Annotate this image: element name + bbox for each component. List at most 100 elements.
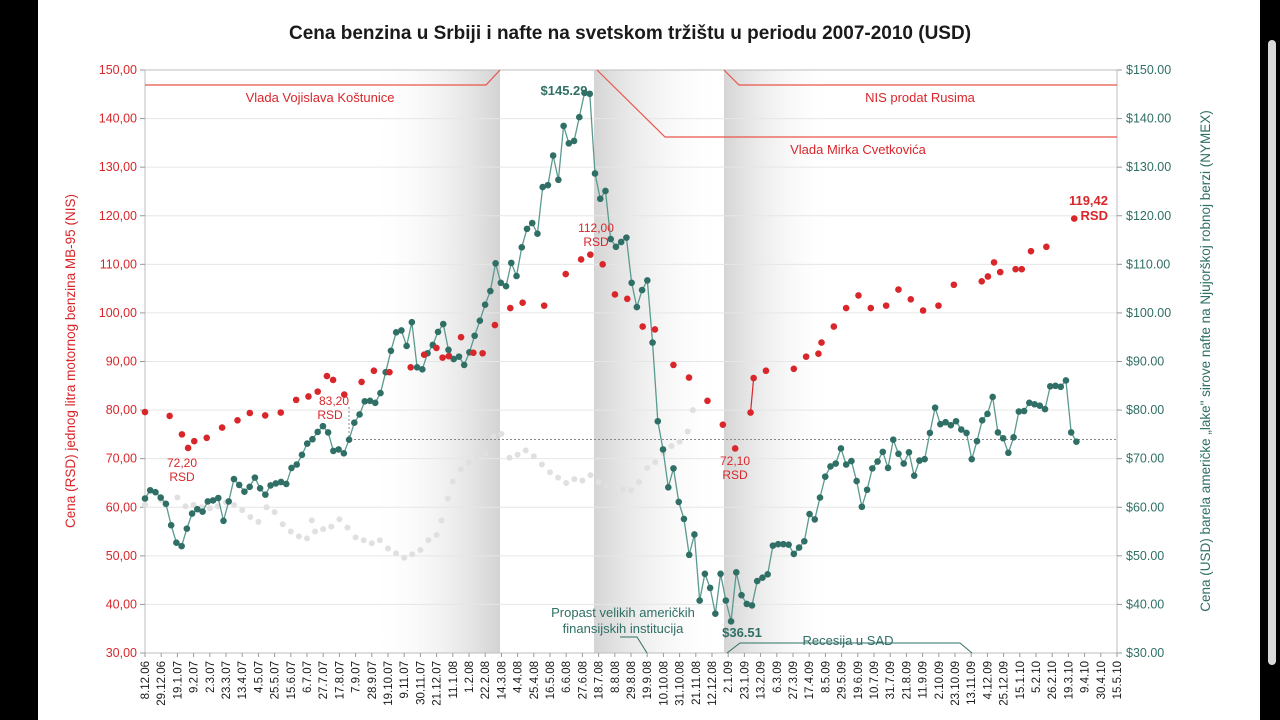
oil-point xyxy=(241,488,248,496)
shadow-point xyxy=(368,540,375,547)
x-tick-label: 28.9.07 xyxy=(367,661,379,699)
petrol-point xyxy=(370,367,378,375)
oil-point xyxy=(774,540,782,548)
oil-point xyxy=(832,460,840,467)
oil-point xyxy=(209,497,217,504)
left-tick-label: 60,00 xyxy=(106,500,137,514)
label-11942-unit: RSD xyxy=(1081,208,1108,223)
right-tick-label: $90.00 xyxy=(1126,355,1164,369)
oil-point xyxy=(680,515,688,523)
oil-point xyxy=(586,90,594,98)
x-tick-label: 4.4.08 xyxy=(513,661,525,693)
oil-point xyxy=(455,353,463,360)
x-tick-label: 27.3.09 xyxy=(788,661,800,699)
oil-point xyxy=(811,516,819,523)
petrol-point xyxy=(747,409,754,416)
oil-point xyxy=(146,486,154,494)
oil-point xyxy=(999,434,1007,442)
oil-point xyxy=(387,347,395,355)
shadow-point xyxy=(466,459,472,466)
petrol-point xyxy=(907,296,915,303)
left-tick-label: 100,00 xyxy=(99,306,137,320)
oil-point xyxy=(340,450,348,457)
left-tick-label: 40,00 xyxy=(106,597,137,611)
petrol-point xyxy=(651,326,659,333)
x-tick-label: 16.5.08 xyxy=(545,661,557,699)
left-tick-label: 30,00 xyxy=(106,646,137,660)
oil-point xyxy=(246,483,253,491)
oil-point xyxy=(288,464,295,472)
right-tick-label: $60.00 xyxy=(1126,500,1164,514)
petrol-point xyxy=(439,354,446,361)
shadow-point xyxy=(304,535,310,542)
shadow-point xyxy=(344,524,351,531)
oil-point xyxy=(413,364,421,371)
annotation-nis-sold: NIS prodat Rusima xyxy=(865,90,976,105)
annotation-bank-crisis-1: Propast velikih američkih xyxy=(551,605,695,620)
right-tick-label: $150.00 xyxy=(1126,63,1171,77)
right-axis-ticks: $30.00 $40.00 $50.00 $60.00 $70.00 $80.00 $90.… xyxy=(1117,63,1171,660)
oil-point xyxy=(351,419,358,427)
shadow-point xyxy=(360,537,367,544)
oil-point xyxy=(696,597,703,604)
oil-point xyxy=(984,410,991,418)
x-tick-label: 21.12.07 xyxy=(432,661,444,706)
petrol-point xyxy=(445,352,453,360)
oil-point xyxy=(576,113,583,121)
shadow-point xyxy=(279,521,286,528)
oil-point xyxy=(309,435,316,443)
right-tick-label: $30.00 xyxy=(1126,646,1164,660)
oil-point xyxy=(335,446,342,453)
shadow-point xyxy=(652,459,659,466)
shadow-point xyxy=(628,487,634,494)
x-tick-label: 6.6.08 xyxy=(561,661,573,693)
shadow-point xyxy=(530,453,537,460)
x-tick-label: 31.7.09 xyxy=(885,661,897,699)
petrol-point xyxy=(491,321,499,329)
shadow-point xyxy=(393,550,400,557)
shadow-point xyxy=(684,428,691,435)
oil-point xyxy=(712,610,719,617)
petrol-point xyxy=(731,445,739,452)
petrol-point xyxy=(704,397,711,405)
x-tick-label: 15.6.07 xyxy=(286,661,298,699)
oil-point xyxy=(225,498,233,505)
petrol-point xyxy=(340,391,348,398)
scrollbar-thumb[interactable] xyxy=(1268,40,1276,665)
oil-point xyxy=(251,474,259,481)
shadow-point xyxy=(668,443,675,450)
petrol-point xyxy=(623,295,631,303)
petrol-point xyxy=(762,367,770,375)
petrol-point xyxy=(599,261,606,268)
left-tick-label: 110,00 xyxy=(100,257,137,271)
oil-point xyxy=(607,235,615,243)
oil-point xyxy=(952,417,960,425)
shadow-point xyxy=(474,453,481,460)
oil-point xyxy=(785,541,792,548)
x-tick-label: 15.1.10 xyxy=(1015,661,1027,699)
oil-point xyxy=(821,473,829,480)
shadow-point xyxy=(271,509,278,516)
petrol-point xyxy=(540,302,548,309)
annotation-oil-peak: $145.29 xyxy=(541,83,588,98)
oil-point xyxy=(743,600,751,608)
oil-point xyxy=(434,328,442,336)
oil-point xyxy=(759,574,766,581)
x-tick-label: 13.2.09 xyxy=(756,661,768,699)
oil-point xyxy=(895,450,902,458)
oil-point xyxy=(617,238,625,246)
chart-title: Cena benzina u Srbiji i nafte na svetsko… xyxy=(289,23,971,44)
shadow-point xyxy=(636,478,643,485)
oil-point xyxy=(769,542,777,549)
petrol-point xyxy=(1070,215,1078,222)
petrol-point xyxy=(562,270,570,278)
oil-point xyxy=(685,551,693,559)
shadow-point xyxy=(482,450,489,457)
oil-point xyxy=(701,570,709,578)
petrol-point xyxy=(190,437,198,445)
petrol-point xyxy=(203,434,211,442)
right-tick-label: $130.00 xyxy=(1126,160,1171,174)
oil-point xyxy=(476,317,484,324)
shadow-point xyxy=(255,518,262,525)
x-tick-label: 29.8.08 xyxy=(626,661,638,699)
